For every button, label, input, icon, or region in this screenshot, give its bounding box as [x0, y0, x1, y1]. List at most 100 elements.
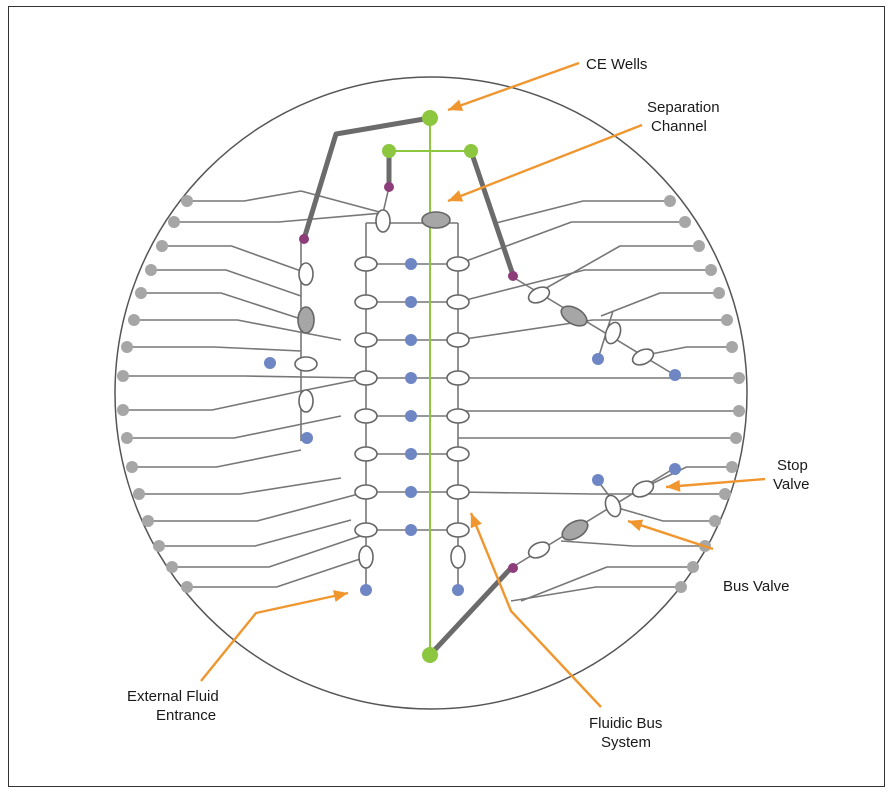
arrow-fluidic-bus-line	[469, 512, 602, 708]
stop-valve	[604, 494, 622, 518]
bus-valve	[421, 211, 451, 229]
label-fluidic-bus-line1: Fluidic Bus	[589, 715, 662, 732]
port-dot-right	[713, 287, 725, 299]
entrance-dot	[405, 334, 417, 346]
entrance-dot	[301, 432, 313, 444]
stop-valve	[631, 348, 655, 366]
callout-arrows	[200, 61, 766, 708]
arrow-bus-valve-head	[628, 519, 644, 532]
bus-valve	[561, 519, 589, 541]
stop-valve	[298, 262, 314, 286]
stop-valve	[354, 256, 378, 272]
label-separation-line2: Channel	[651, 118, 707, 135]
port-dot-right	[664, 195, 676, 207]
stop-valve	[446, 408, 470, 424]
stop-valve	[298, 389, 314, 413]
entrance-dot	[592, 474, 604, 486]
port-dot-right	[721, 314, 733, 326]
label-external-fluid-line2: Entrance	[156, 707, 216, 724]
stop-valve	[375, 209, 391, 233]
right-port-channel	[540, 245, 699, 292]
left-port-channel	[187, 556, 367, 588]
right-port-channel	[457, 319, 727, 341]
port-dot-left	[121, 432, 133, 444]
port-dot-left	[117, 404, 129, 416]
entrance-dot	[360, 584, 372, 596]
port-dot-left	[153, 540, 165, 552]
right-port-channel	[495, 200, 670, 224]
port-dot-right	[733, 372, 745, 384]
port-dot-right	[730, 432, 742, 444]
entrance-dot	[405, 448, 417, 460]
port-dot-left	[121, 341, 133, 353]
stop-valve	[294, 356, 318, 372]
thick-connector-top-left	[301, 115, 433, 242]
port-dot-left	[168, 216, 180, 228]
stop-valve	[446, 522, 470, 538]
stop-valve	[354, 484, 378, 500]
left-port-channel	[132, 449, 302, 468]
port-dot-left	[156, 240, 168, 252]
left-port-channel	[172, 533, 367, 568]
stop-valve	[527, 541, 551, 559]
junction-dot	[299, 234, 309, 244]
label-external-fluid-line1: External Fluid	[127, 688, 219, 705]
stop-valve	[354, 522, 378, 538]
stop-valve	[354, 408, 378, 424]
diagram-frame: CE Wells Separation Channel Stop Valve B…	[8, 6, 885, 787]
arrow-ce-wells-head	[448, 99, 464, 111]
left-port-channel	[148, 491, 367, 522]
junction-dot	[384, 182, 394, 192]
left-port-channel	[139, 477, 342, 495]
stop-valve	[446, 332, 470, 348]
entrance-dot	[264, 357, 276, 369]
stop-valve	[446, 370, 470, 386]
port-dot-right	[726, 341, 738, 353]
port-dot-right	[719, 488, 731, 500]
right-port-channel	[640, 466, 732, 490]
arrow-external-fluid-line	[200, 591, 349, 682]
entrance-dot	[669, 463, 681, 475]
label-ce-wells: CE Wells	[586, 56, 647, 73]
stop-valve	[604, 321, 622, 345]
stop-valve	[354, 294, 378, 310]
junction-dot	[508, 563, 518, 573]
right-port-channel	[457, 491, 725, 495]
right-port-channel	[610, 505, 715, 522]
right-port-channel	[640, 346, 732, 357]
entrance-dot	[405, 296, 417, 308]
callout-labels: CE Wells Separation Channel Stop Valve B…	[127, 56, 809, 751]
wafer-outline	[114, 76, 748, 710]
port-dot-left	[126, 461, 138, 473]
stop-valve	[446, 446, 470, 462]
stop-valve	[527, 286, 551, 304]
label-bus-valve: Bus Valve	[723, 578, 789, 595]
port-dot-right	[733, 405, 745, 417]
entrance-dot	[669, 369, 681, 381]
entrance-dot	[405, 524, 417, 536]
port-dot-right	[709, 515, 721, 527]
port-dot-left	[181, 195, 193, 207]
entrance-dot	[452, 584, 464, 596]
left-port-channel	[162, 245, 302, 272]
thick-connector-bottom	[427, 565, 514, 658]
port-dot-left	[181, 581, 193, 593]
thick-connector-channels	[301, 115, 516, 658]
port-dot-left	[135, 287, 147, 299]
entrance-dot	[405, 372, 417, 384]
entrance-dot	[592, 353, 604, 365]
right-port-channel	[600, 292, 719, 317]
stop-valve	[358, 545, 374, 569]
arrow-stop-valve-line	[665, 477, 766, 489]
label-fluidic-bus-line2: System	[601, 734, 651, 751]
arrow-external-fluid-head	[333, 590, 348, 602]
arrow-separation-channel-line	[447, 123, 643, 203]
valve-group	[294, 209, 655, 569]
left-port-link	[300, 190, 384, 214]
entrance-dot	[405, 410, 417, 422]
port-dot-left	[166, 561, 178, 573]
stop-valve	[446, 484, 470, 500]
bus-valve	[560, 305, 588, 327]
port-dot-left	[133, 488, 145, 500]
left-port-channel	[151, 269, 302, 297]
